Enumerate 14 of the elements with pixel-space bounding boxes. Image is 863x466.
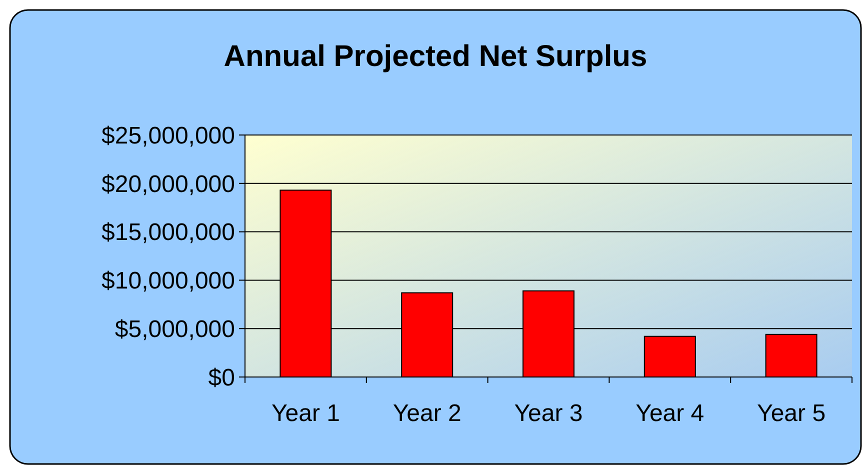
- y-tick-label: $25,000,000: [102, 122, 235, 150]
- y-tick-label: $15,000,000: [102, 219, 235, 246]
- x-tick-label: Year 2: [392, 400, 462, 427]
- y-tick-label: $5,000,000: [114, 316, 235, 343]
- x-tick-label: Year 4: [636, 400, 704, 427]
- y-tick-label: $10,000,000: [102, 268, 235, 295]
- bar: [765, 334, 818, 378]
- y-tick-label: $0: [208, 364, 235, 392]
- x-tick-label: Year 1: [271, 400, 340, 427]
- x-tick-label: Year 5: [757, 400, 826, 427]
- x-tick-label: Year 3: [514, 400, 583, 427]
- y-tick-label: $20,000,000: [102, 170, 235, 198]
- bar: [644, 336, 696, 378]
- chart-title: Annual Projected Net Surplus: [224, 40, 648, 73]
